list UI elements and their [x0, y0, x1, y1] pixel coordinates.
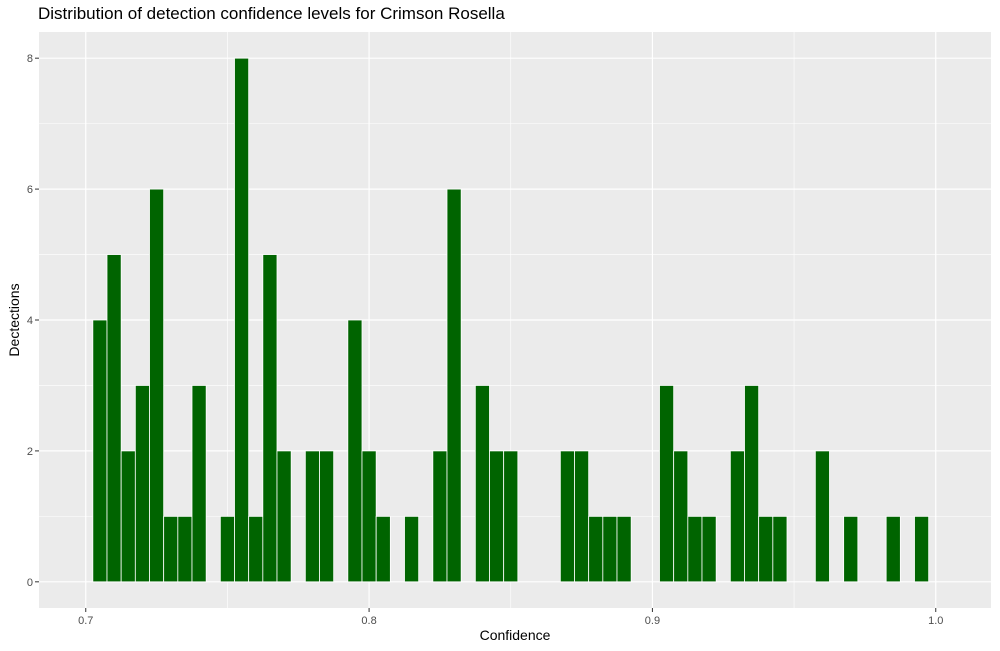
histogram-bar: [588, 515, 604, 583]
histogram-bar: [120, 450, 136, 583]
histogram-bar: [276, 450, 292, 583]
histogram-bar: [191, 385, 207, 583]
chart-title: Distribution of detection confidence lev…: [38, 4, 505, 23]
histogram-bar: [489, 450, 505, 583]
histogram-bar: [687, 515, 703, 583]
histogram-bar: [248, 515, 264, 583]
y-tick-label: 2: [27, 446, 33, 458]
histogram-bar: [602, 515, 618, 583]
histogram-bar: [361, 450, 377, 583]
histogram-bar: [404, 515, 420, 583]
x-axis-title: Confidence: [480, 627, 551, 643]
histogram-bar: [432, 450, 448, 583]
y-tick-label: 8: [27, 53, 33, 65]
histogram-bar: [574, 450, 590, 583]
x-tick-label: 0.7: [78, 615, 93, 627]
histogram-bar: [234, 57, 250, 583]
histogram-bar: [177, 515, 193, 583]
y-tick-label: 0: [27, 577, 33, 589]
histogram-bar: [446, 188, 462, 583]
histogram-bar: [319, 450, 335, 583]
histogram-bar: [843, 515, 859, 583]
histogram-bar: [304, 450, 320, 583]
histogram-bar: [772, 515, 788, 583]
histogram-bar: [134, 385, 150, 583]
histogram-bar: [616, 515, 632, 583]
histogram-bar: [474, 385, 490, 583]
y-axis: 0 2 4 6 8: [27, 53, 39, 589]
histogram-bar: [375, 515, 391, 583]
histogram-bar: [885, 515, 901, 583]
histogram-bar: [559, 450, 575, 583]
x-tick-label: 1.0: [928, 615, 943, 627]
histogram-bar: [92, 319, 108, 583]
x-axis: 0.7 0.8 0.9 1.0: [78, 608, 943, 627]
histogram-bar: [814, 450, 830, 583]
histogram-bar: [659, 385, 675, 583]
histogram-bar: [149, 188, 165, 583]
histogram-bar: [347, 319, 363, 583]
histogram-bar: [744, 385, 760, 583]
histogram-bar: [729, 450, 745, 583]
bars-group: [92, 57, 930, 583]
histogram-bar: [262, 254, 278, 583]
y-tick-label: 4: [27, 315, 33, 327]
histogram-bar: [106, 254, 122, 583]
x-tick-label: 0.8: [361, 615, 376, 627]
y-axis-title: Dectections: [6, 283, 22, 356]
histogram-bar: [758, 515, 774, 583]
histogram-bar: [701, 515, 717, 583]
y-tick-label: 6: [27, 184, 33, 196]
histogram-bar: [163, 515, 179, 583]
x-tick-label: 0.9: [645, 615, 660, 627]
histogram-bar: [503, 450, 519, 583]
histogram-bar: [673, 450, 689, 583]
histogram-bar: [914, 515, 930, 583]
histogram-bar: [219, 515, 235, 583]
